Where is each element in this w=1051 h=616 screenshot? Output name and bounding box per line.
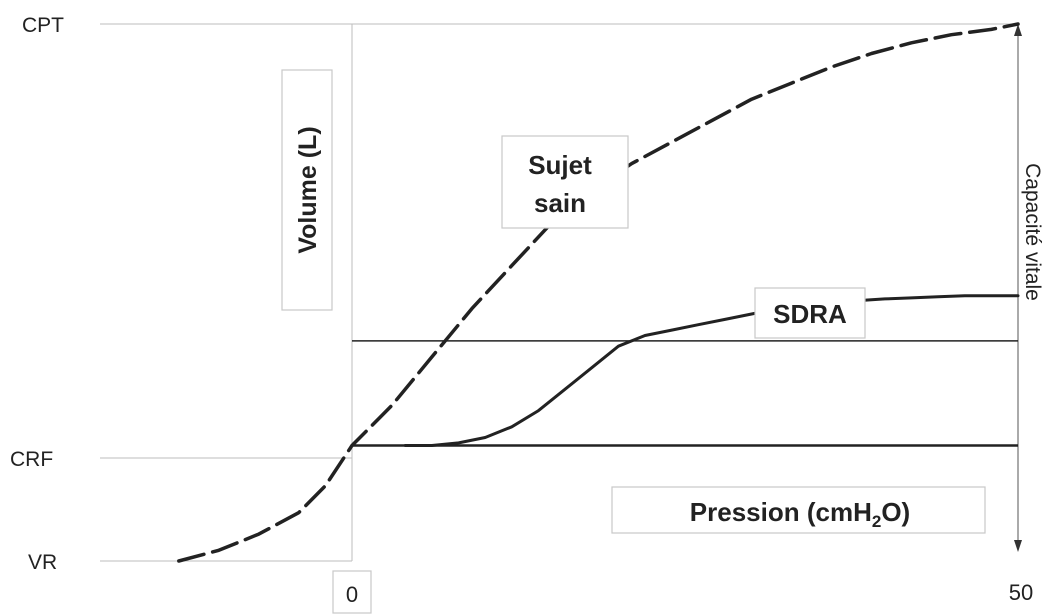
sujet-sain-line1: Sujet bbox=[528, 150, 592, 180]
y-tick-vr: VR bbox=[28, 551, 57, 574]
series-line-sdra bbox=[403, 294, 1020, 447]
pression-suffix: O) bbox=[881, 497, 910, 527]
x-tick-fifty: 50 bbox=[1009, 580, 1033, 605]
sdra-label: SDRA bbox=[773, 299, 847, 329]
pression-subscript: 2 bbox=[872, 512, 881, 531]
y-tick-cpt: CPT bbox=[22, 14, 64, 37]
pression-axis-label: Pression (cmH2O) bbox=[690, 497, 910, 531]
volume-axis-label: Volume (L) bbox=[294, 126, 322, 253]
y-tick-crf: CRF bbox=[10, 448, 53, 471]
x-tick-zero: 0 bbox=[346, 582, 358, 607]
capacite-vitale-label: Capacité vitale bbox=[1021, 163, 1044, 301]
volume-label-box bbox=[281, 69, 333, 311]
x-tick-zero-box bbox=[332, 570, 372, 614]
pression-prefix: Pression (cmH bbox=[690, 497, 872, 527]
pression-label-box bbox=[611, 486, 986, 534]
capacite-vitale-arrow bbox=[1014, 24, 1022, 552]
sdra-label-box bbox=[754, 287, 866, 339]
sujet-sain-label-box bbox=[501, 135, 629, 229]
sujet-sain-line2: sain bbox=[534, 188, 586, 218]
